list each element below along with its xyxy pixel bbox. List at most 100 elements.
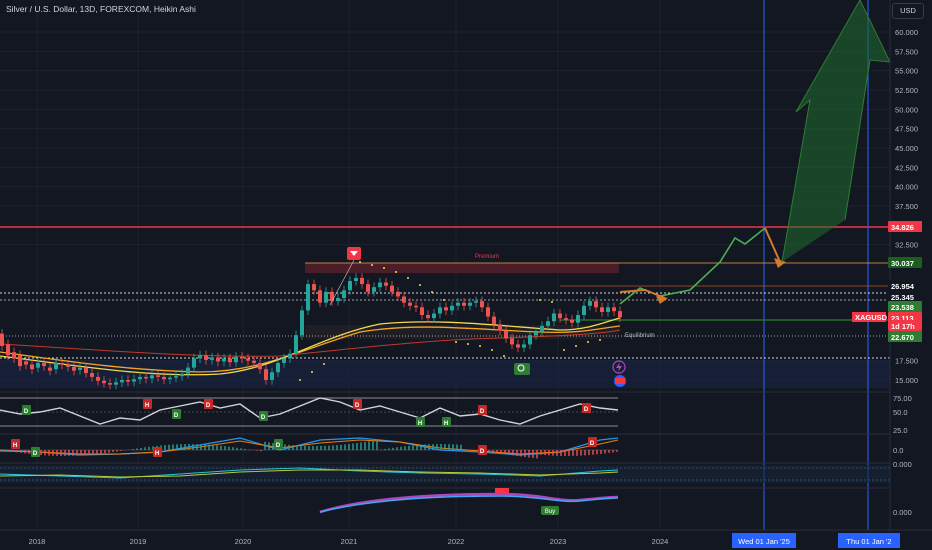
ma-orange: [0, 325, 621, 373]
candle-body: [48, 367, 52, 371]
macd-bar: [204, 444, 206, 450]
candle-body: [150, 375, 154, 379]
svg-text:XAGUSD: XAGUSD: [855, 313, 888, 322]
macd-bar: [92, 450, 94, 455]
candle-body: [18, 355, 22, 367]
search-marker[interactable]: [514, 363, 530, 375]
candle-body: [66, 364, 70, 367]
macd-bar: [616, 450, 618, 452]
sell-marker[interactable]: [347, 247, 361, 260]
candle-body: [438, 307, 442, 314]
svg-text:D: D: [33, 451, 38, 457]
candle-body: [510, 338, 514, 345]
candle-body: [558, 313, 562, 319]
macd-bar: [404, 446, 406, 450]
flag-icon[interactable]: [614, 375, 626, 387]
signal-mark: H: [11, 439, 20, 449]
macd-bar: [588, 450, 590, 456]
macd-bar: [488, 450, 490, 452]
svg-text:D: D: [276, 443, 281, 449]
macd-bar: [556, 450, 558, 456]
macd-bar: [312, 445, 314, 450]
macd-bar: [392, 447, 394, 450]
candle-body: [408, 302, 412, 306]
sar-dot: [395, 271, 397, 273]
sar-dot: [539, 299, 541, 301]
projection-orange-head: [774, 258, 786, 268]
rsi-panel[interactable]: [0, 397, 619, 427]
candle-body: [606, 307, 610, 312]
macd-bar: [584, 450, 586, 456]
macd-bar: [72, 450, 74, 456]
sar-dot: [311, 371, 313, 373]
candle-body: [186, 367, 190, 374]
macd-bar: [412, 445, 414, 450]
indicator-tick: 0.000: [893, 460, 912, 469]
macd-bar: [292, 445, 294, 450]
price-label: 22.670: [888, 331, 922, 342]
oscillator-panel[interactable]: [0, 465, 890, 483]
macd-bar: [164, 445, 166, 450]
chart-title: Silver / U.S. Dollar, 13D, FOREXCOM, Hei…: [6, 4, 196, 14]
svg-text:Buy: Buy: [545, 509, 555, 515]
signal-mark: D: [259, 411, 268, 421]
candle-body: [138, 376, 142, 380]
signal-mark: D: [31, 447, 40, 457]
time-axis-ticks: 2018 2019 2020 2021 2022 2023 2024: [29, 537, 669, 546]
macd-bar: [104, 450, 106, 454]
macd-bar: [88, 450, 90, 455]
macd-bar: [228, 446, 230, 450]
candle-body: [462, 302, 466, 306]
rsi-line: [0, 397, 619, 425]
macd-bar: [364, 441, 366, 450]
candle-body: [492, 316, 496, 325]
bottom-wave-panel[interactable]: Buy: [319, 488, 619, 515]
macd-bar: [232, 447, 234, 450]
macd-bar: [172, 444, 174, 450]
macd-bar: [324, 445, 326, 450]
projection-orange-arrow: [619, 227, 781, 299]
svg-text:Thu 01 Jan '2: Thu 01 Jan '2: [846, 537, 891, 546]
candle-body: [618, 311, 622, 318]
candle-body: [258, 362, 262, 370]
macd-bar: [436, 444, 438, 450]
candle-body: [468, 302, 472, 306]
candle-body: [264, 369, 268, 380]
svg-text:23.538: 23.538: [891, 303, 914, 312]
macd-bar: [516, 450, 518, 456]
signal-mark: D: [172, 409, 181, 419]
currency-button[interactable]: USD: [892, 3, 924, 19]
svg-text:H: H: [13, 443, 17, 449]
candle-body: [426, 315, 430, 319]
macd-bar: [384, 448, 386, 450]
macd-bar: [224, 446, 226, 450]
macd-bar: [340, 444, 342, 450]
macd-bar: [184, 444, 186, 450]
macd-bar: [272, 442, 274, 450]
candle-body: [300, 310, 304, 336]
macd-bar: [8, 450, 10, 452]
macd-bar: [452, 444, 454, 450]
time-axis[interactable]: [0, 530, 932, 550]
price-tick: 55.000: [895, 67, 918, 76]
macd-bar: [496, 450, 498, 454]
buy-marker[interactable]: Buy: [541, 506, 559, 515]
macd-bar: [44, 450, 46, 456]
candle-body: [144, 376, 148, 379]
macd-bar: [120, 450, 122, 451]
macd-bar: [20, 450, 22, 453]
candle-body: [312, 284, 316, 291]
symbol-tag: XAGUSD: [852, 312, 888, 322]
price-tick: 17.500: [895, 357, 918, 366]
macd-bar: [136, 448, 138, 450]
macd-bar: [76, 450, 78, 456]
macd-bar: [84, 450, 86, 456]
lightning-icon[interactable]: [612, 360, 626, 374]
price-label: 25.345: [888, 291, 922, 302]
macd-bar: [188, 444, 190, 450]
macd-bar: [448, 444, 450, 450]
candle-body: [246, 358, 250, 361]
candle-body: [516, 344, 520, 348]
demand-zone: [0, 360, 890, 388]
